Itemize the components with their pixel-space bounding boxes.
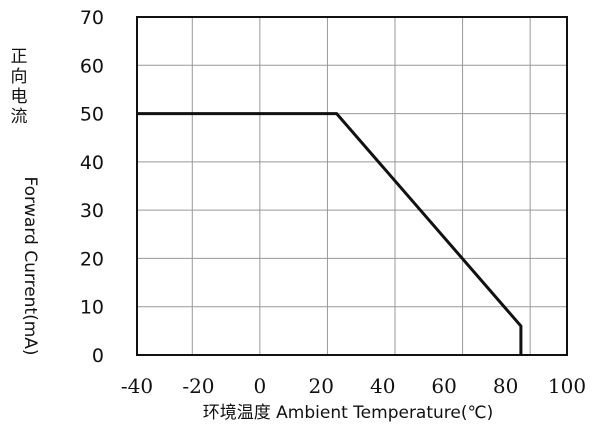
y-tick-label: 20 [80, 248, 104, 270]
x-tick-label: -40 [121, 374, 153, 398]
y-tick-label: 0 [92, 345, 104, 367]
y-tick-label: 60 [80, 55, 104, 77]
x-tick-label: 0 [253, 374, 266, 398]
y-tick-label: 10 [80, 297, 104, 319]
y-tick-labels: 70 60 50 40 30 20 10 0 [80, 7, 104, 367]
x-tick-label: -20 [182, 374, 214, 398]
y-tick-label: 30 [80, 200, 104, 222]
x-tick-label: 40 [370, 374, 395, 398]
derating-curve [137, 112, 523, 355]
x-tick-label: 80 [493, 374, 518, 398]
grid [137, 16, 567, 356]
x-tick-label: 60 [431, 374, 456, 398]
x-tick-label: 20 [309, 374, 334, 398]
y-axis-label-english: Forward Current(mA) [20, 176, 40, 355]
y-tick-label: 70 [80, 7, 104, 29]
y-tick-label: 40 [80, 152, 104, 174]
y-axis-label-chinese: 正向电流 [11, 47, 28, 127]
x-tick-labels: -40 -20 0 20 40 60 80 100 [121, 374, 586, 398]
y-tick-label: 50 [80, 104, 104, 126]
series-layer [137, 112, 523, 355]
x-axis-label: 环境温度 Ambient Temperature(℃) [203, 403, 493, 423]
x-tick-label: 100 [548, 374, 586, 398]
plot-frame [136, 16, 568, 356]
